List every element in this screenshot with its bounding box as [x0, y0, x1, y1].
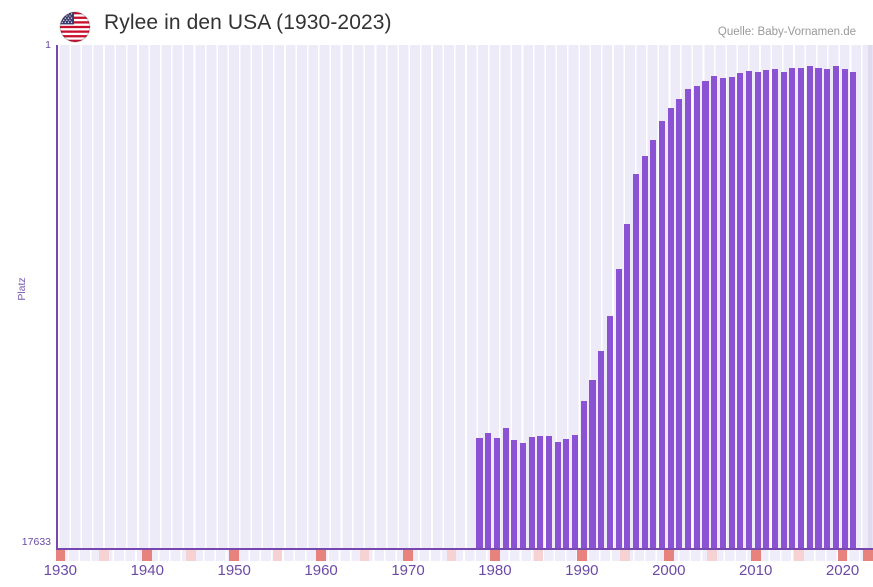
y-axis-title: Platz: [16, 277, 28, 301]
bar-1980: [493, 438, 500, 548]
bar-1993: [606, 315, 613, 548]
bar-2002: [685, 89, 692, 548]
bar-2014: [789, 68, 796, 548]
x-axis-tick-1965: [359, 550, 370, 561]
x-axis-tick-2010: [750, 550, 761, 561]
future-shaded-region: [868, 45, 873, 548]
bar-1978: [476, 438, 483, 548]
bar-2004: [702, 81, 709, 548]
x-axis-label-1970: 1970: [391, 562, 425, 579]
bar-2016: [806, 66, 813, 548]
bar-2001: [676, 99, 683, 548]
bar-1988: [563, 439, 570, 548]
x-axis-label-1990: 1990: [565, 562, 599, 579]
x-axis-tick-1940: [142, 550, 153, 561]
bar-1994: [615, 269, 622, 548]
x-axis-tick-1960: [316, 550, 326, 561]
bar-1985: [537, 436, 544, 548]
bar-2005: [711, 76, 718, 548]
bar-1997: [641, 155, 648, 548]
x-axis-tick-1980: [490, 550, 500, 561]
x-axis-tick-1950: [229, 550, 239, 561]
page-title: Rylee in den USA (1930-2023): [104, 11, 392, 34]
bar-2018: [824, 69, 831, 548]
x-axis-tick-1975: [446, 550, 457, 561]
bar-1981: [502, 428, 509, 548]
bar-2017: [815, 68, 822, 548]
x-axis-tick-1955: [272, 550, 283, 561]
x-axis-line: [56, 548, 873, 550]
x-axis-label-1930: 1930: [43, 562, 78, 579]
bar-2020: [841, 69, 848, 548]
bar-1999: [659, 121, 666, 548]
us-flag-icon: [60, 12, 90, 42]
x-axis-label-1980: 1980: [478, 562, 512, 579]
bar-1992: [598, 350, 605, 548]
bar-2021: [850, 72, 857, 548]
x-axis-label-1950: 1950: [217, 562, 251, 579]
x-axis-tick-2015: [794, 550, 804, 561]
bar-1989: [572, 435, 579, 548]
x-axis-tick-1990: [576, 550, 587, 561]
bar-2019: [832, 66, 839, 548]
x-axis-tick-1935: [98, 550, 109, 561]
x-axis-tick-2000: [663, 550, 674, 561]
x-axis-tick-1985: [533, 550, 544, 561]
x-axis-label-2010: 2010: [738, 562, 773, 579]
bar-1996: [632, 173, 640, 548]
bar-1983: [519, 443, 527, 548]
x-axis-label-2000: 2000: [652, 562, 686, 579]
bar-1984: [528, 437, 535, 548]
x-axis-tick-2005: [707, 550, 718, 561]
x-axis-label-2020: 2020: [825, 562, 860, 579]
bar-2000: [667, 108, 674, 548]
y-axis-tick-label-top: 1: [45, 39, 51, 51]
bar-2008: [737, 73, 744, 548]
chart-header: Rylee in den USA (1930-2023) Quelle: Bab…: [0, 0, 873, 45]
x-axis-tick-2020: [837, 550, 848, 561]
bar-2007: [728, 77, 735, 548]
bar-2013: [780, 72, 787, 548]
bar-1998: [650, 139, 657, 548]
chart-source-attribution: Quelle: Baby-Vornamen.de: [717, 26, 856, 38]
bar-1982: [511, 440, 518, 548]
bar-1991: [589, 380, 596, 548]
bar-1979: [485, 433, 492, 548]
bar-1995: [624, 224, 631, 548]
bar-2006: [719, 78, 726, 548]
x-axis-tick-1970: [403, 550, 413, 561]
x-axis-label-1960: 1960: [304, 562, 338, 579]
bar-1986: [546, 436, 553, 548]
bar-1987: [554, 442, 561, 548]
bar-2010: [754, 72, 761, 548]
bar-2003: [693, 86, 700, 548]
y-axis-tick-label-bottom: 17633: [21, 536, 51, 548]
bar-1990: [580, 401, 587, 548]
x-axis-tick-1945: [185, 550, 196, 561]
x-axis-tick-1995: [620, 550, 631, 561]
chart-plot-area: [56, 45, 873, 548]
bar-2015: [798, 68, 805, 548]
x-axis-tick-end: [863, 550, 873, 561]
bar-2012: [772, 69, 779, 548]
x-axis-label-1940: 1940: [130, 562, 164, 579]
x-axis-tick-1930: [56, 550, 66, 561]
x-axis-tick-strip: [56, 550, 873, 561]
bar-2009: [745, 71, 752, 548]
bar-2011: [763, 70, 770, 548]
